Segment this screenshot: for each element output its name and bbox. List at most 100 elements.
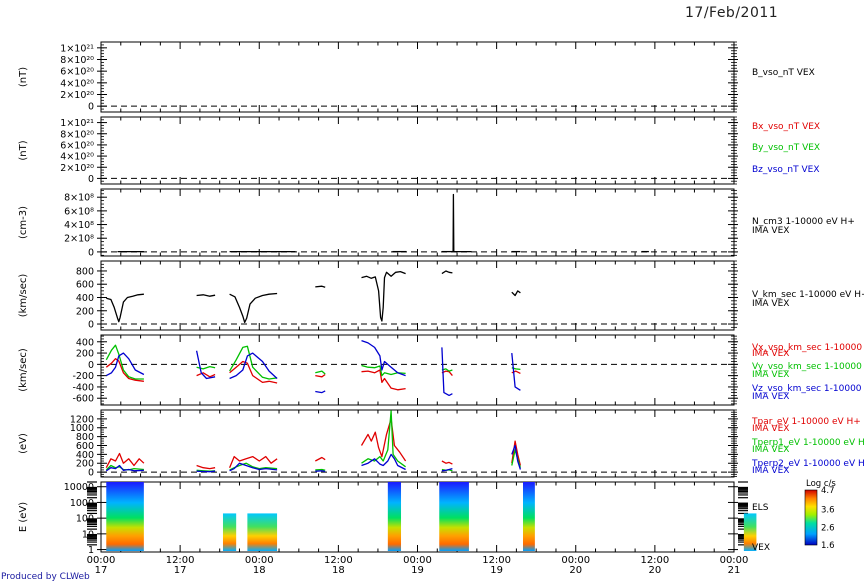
x-tick-time: 00:00 xyxy=(561,555,590,566)
series-3-segment xyxy=(441,347,453,397)
spectrogram-block xyxy=(387,482,402,551)
series-1-segment xyxy=(315,373,326,378)
x-tick-day: 19 xyxy=(411,565,424,576)
y-tick-label: 2×10²⁰ xyxy=(60,90,94,101)
series-3-segment xyxy=(105,352,145,377)
series-3-segment xyxy=(105,464,144,472)
y-tick-label: 6×10²⁰ xyxy=(60,67,94,78)
series-1-segment xyxy=(314,456,326,462)
spectrogram-block xyxy=(523,482,535,551)
colorbar-tick-label: 1.6 xyxy=(821,541,835,551)
series-label: Vy_vso_km_sec 1-10000 eV H+ xyxy=(752,362,864,372)
series-2-segment xyxy=(229,345,278,380)
series-label: Tperp2_eV 1-10000 eV H+ xyxy=(751,459,864,469)
x-tick-day: 18 xyxy=(332,565,345,576)
y-tick-label: 200 xyxy=(76,306,94,317)
y-tick-label: 800 xyxy=(76,266,94,277)
series-label: Bx_vso_nT VEX xyxy=(752,122,820,132)
y-axis-label: (eV) xyxy=(18,433,29,454)
y-tick-label: 2×10⁸ xyxy=(64,234,94,245)
y-tick-label: 200 xyxy=(76,349,94,360)
colorbar: Log c/s 1.6 2.6 3.6 4.7 xyxy=(804,479,836,551)
series-1-segment xyxy=(229,292,278,324)
y-tick-label: 0 xyxy=(88,360,94,371)
x-tick-day: 17 xyxy=(95,565,108,576)
series-1-segment xyxy=(441,370,453,377)
y-tick-label: 1200 xyxy=(70,414,94,425)
x-tick-time: 00:00 xyxy=(720,555,749,566)
colorbar-tick-label: 3.6 xyxy=(821,506,835,516)
series-2-segment xyxy=(361,410,406,468)
series-1-segment xyxy=(441,460,453,465)
series-3-segment xyxy=(441,467,453,472)
x-tick-day: 19 xyxy=(490,565,503,576)
x-tick-time: 12:00 xyxy=(640,555,669,566)
series-2-segment xyxy=(315,468,326,471)
series-3-segment xyxy=(315,390,326,394)
spectrogram-block xyxy=(439,482,469,551)
series-label: IMA VEX xyxy=(752,445,789,455)
y-axis-label: E (eV) xyxy=(18,502,29,532)
y-tick-label: 600 xyxy=(76,441,94,452)
x-tick-time: 00:00 xyxy=(87,555,116,566)
series-label: Vx_vso_km_sec 1-10000 eV H+ xyxy=(752,343,864,353)
y-tick-label: 0 xyxy=(88,247,94,258)
y-axis-label: (km/sec) xyxy=(18,274,29,318)
panel-frame xyxy=(100,260,735,331)
spectrogram-block xyxy=(247,513,278,551)
series-1-segment xyxy=(229,360,278,384)
y-tick-label: 0 xyxy=(88,174,94,185)
series-1-segment xyxy=(360,418,407,462)
series-label: By_vso_nT VEX xyxy=(752,143,820,153)
y-tick-label: 200 xyxy=(76,459,94,470)
x-tick-time: 00:00 xyxy=(245,555,274,566)
y-tick-label: 2×10²⁰ xyxy=(60,163,94,174)
series-3-segment xyxy=(361,453,406,471)
y-tick-label: 600 xyxy=(76,280,94,291)
series-1-segment xyxy=(196,372,216,378)
y-tick-label: 1000 xyxy=(70,498,94,509)
series-1-segment xyxy=(228,455,278,468)
y-tick-label: 4×10²⁰ xyxy=(60,78,94,89)
y-axis-label: (cm-3) xyxy=(18,206,29,239)
series-label: IMA VEX xyxy=(752,370,789,380)
series-label: IMA VEX xyxy=(752,424,789,434)
y-tick-label: 8×10²⁰ xyxy=(60,129,94,140)
y-tick-label: 6×10⁸ xyxy=(64,206,94,217)
series-label: IMA VEX xyxy=(752,466,789,476)
series-label: IMA VEX xyxy=(752,349,789,359)
x-tick-day: 20 xyxy=(569,565,582,576)
panel-frame xyxy=(100,41,735,113)
y-tick-label: 10000 xyxy=(64,482,94,493)
series-1-segment xyxy=(511,290,521,297)
series-3-segment xyxy=(361,339,406,377)
series-1-segment xyxy=(315,285,326,288)
series-3-segment xyxy=(195,350,216,380)
y-tick-label: 0 xyxy=(88,102,94,113)
y-tick-label: 400 xyxy=(76,337,94,348)
series-2-segment xyxy=(361,364,406,377)
series-label: IMA VEX xyxy=(752,226,789,236)
series-1-segment xyxy=(105,358,144,382)
series-label: Tpar_eV 1-10000 eV H+ xyxy=(751,417,861,427)
series-3-segment xyxy=(511,353,521,391)
series-1-segment xyxy=(196,294,216,297)
series-label: Tperp1_eV 1-10000 eV H+ xyxy=(751,438,864,448)
series-1-segment xyxy=(441,270,453,275)
spectrogram-block xyxy=(222,513,237,551)
y-tick-label: 800 xyxy=(76,432,94,443)
y-tick-label: 100 xyxy=(76,514,94,525)
colorbar-tick-label: 4.7 xyxy=(821,486,835,496)
series-3-segment xyxy=(196,470,216,473)
colorbar-title: Log c/s xyxy=(806,479,836,489)
series-label: B_vso_nT VEX xyxy=(752,68,815,78)
series-label: ELS xyxy=(752,503,769,513)
y-tick-label: 0 xyxy=(88,468,94,479)
series-3-segment xyxy=(315,470,326,473)
series-1-segment xyxy=(196,464,216,470)
panel-frame xyxy=(100,116,735,185)
